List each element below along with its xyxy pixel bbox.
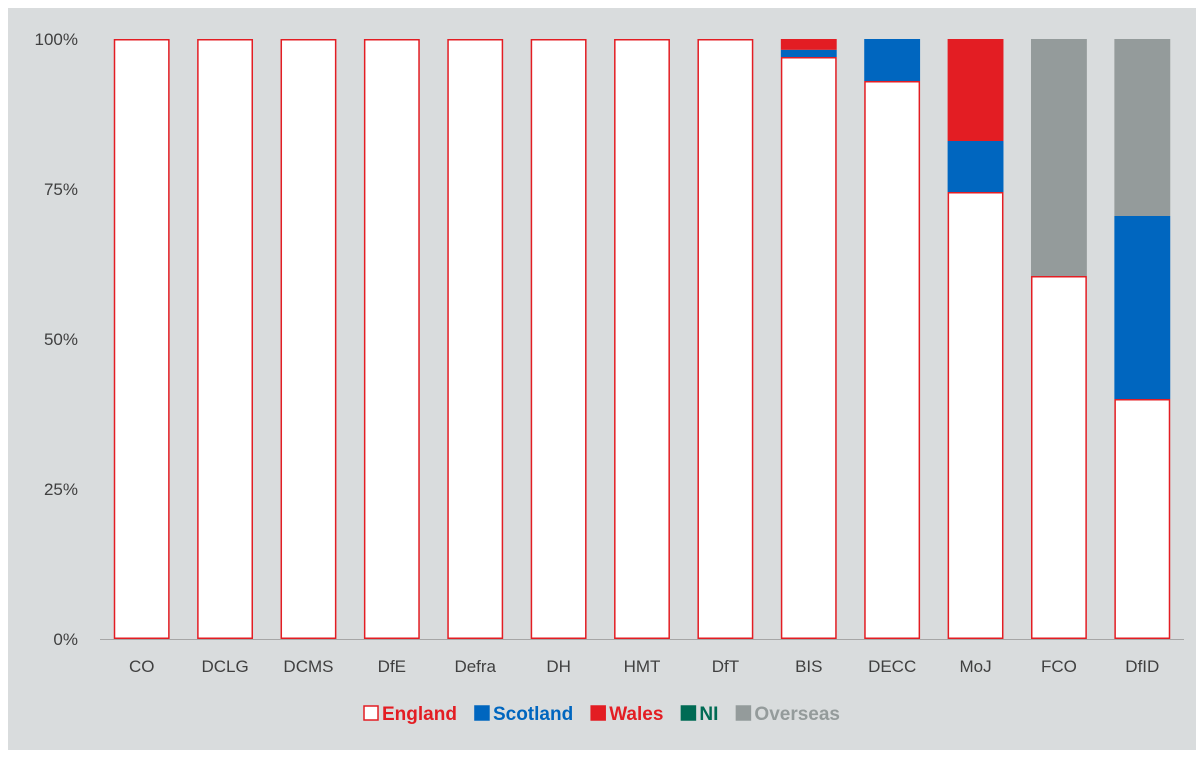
legend-item-england: England [363,704,457,725]
x-tick-label: DCMS [283,657,333,676]
bar-england-fco [1030,276,1087,639]
bar-england-dft [697,39,754,639]
bar-overseas-fco [1030,39,1087,276]
bars-layer [113,39,1171,639]
x-tick-label: Defra [454,657,496,676]
legend-swatch-scotland [474,705,490,721]
x-tick-label: BIS [795,657,822,676]
x-tick-label: HMT [624,657,661,676]
x-tick-label: DCLG [201,657,248,676]
bar-england-hmt [614,39,670,639]
bar-england-defra [447,39,504,639]
legend-swatch-england [363,705,379,721]
bar-wales-bis [780,39,837,50]
bar-england-dfid [1114,399,1171,639]
y-tick-label: 100% [35,30,78,49]
legend-swatch-overseas [735,705,752,721]
y-tick-label: 0% [53,630,78,649]
bar-england-bis [780,57,837,639]
x-tick-label: DfID [1125,657,1159,676]
y-tick-label: 25% [44,480,78,499]
legend-swatch-wales [590,705,606,721]
bar-wales-moj [947,39,1004,141]
y-tick-label: 75% [44,180,78,199]
x-tick-label: FCO [1041,657,1077,676]
legend-swatch-ni [680,705,697,721]
x-tick-label: DECC [868,657,916,676]
bar-scotland-bis [780,49,837,57]
bar-scotland-dfid [1114,216,1171,399]
bar-england-dh [530,39,587,639]
legend-item-wales: Wales [590,704,663,725]
legend-label-ni: NI [699,704,718,725]
bar-england-decc [864,81,921,639]
legend-item-ni: NI [680,704,718,725]
legend-label-england: England [382,704,457,725]
stacked-bar-chart: CO DCLG DCMS DfE Defra DH HMT DfT BIS DECC MoJ FCO D… [35,30,1184,725]
bar-scotland-moj [947,141,1004,192]
y-tick-label: 50% [44,330,78,349]
bar-england-dclg [197,39,254,639]
bar-england-moj [947,192,1004,639]
bar-scotland-decc [864,39,921,81]
bar-overseas-dfid [1114,39,1171,216]
x-tick-label: CO [129,657,155,676]
bar-england-dcms [280,39,337,639]
legend-item-scotland: Scotland [474,704,573,725]
chart-panel: CO DCLG DCMS DfE Defra DH HMT DfT BIS DECC MoJ FCO D… [8,8,1196,750]
legend-label-wales: Wales [609,704,663,725]
legend-item-overseas: Overseas [735,704,840,725]
bar-england-dfe [363,39,420,639]
legend-items: England Scotland Wales NI Overseas [363,704,840,725]
x-tick-label: MoJ [959,657,991,676]
x-tick-label: DfT [712,657,739,676]
legend-label-overseas: Overseas [754,704,840,725]
axis-layer: CO DCLG DCMS DfE Defra DH HMT DfT BIS DECC MoJ FCO D… [35,30,1184,676]
legend-label-scotland: Scotland [493,704,573,725]
bar-england-co [113,39,170,639]
legend: England Scotland Wales NI Overseas [363,704,840,725]
x-tick-label: DfE [378,657,406,676]
x-tick-label: DH [546,657,571,676]
